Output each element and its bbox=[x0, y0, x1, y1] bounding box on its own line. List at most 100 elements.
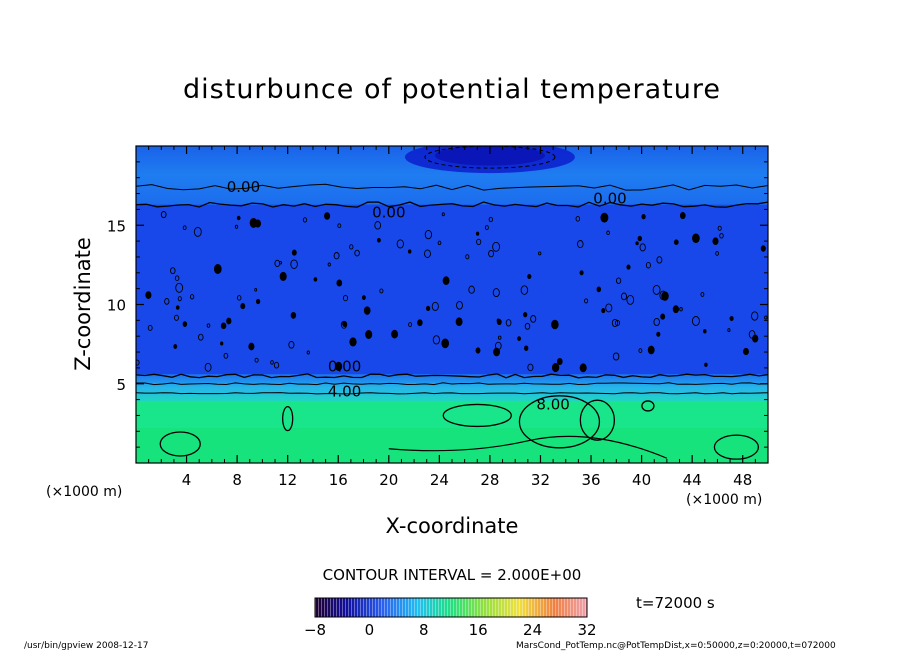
contour-blob bbox=[600, 212, 609, 223]
contour-blob bbox=[653, 317, 660, 327]
contour-line-lower-2 bbox=[136, 382, 768, 386]
contour-blob bbox=[523, 312, 528, 318]
contour-blob bbox=[248, 342, 255, 351]
x-tick-label-16: 16 bbox=[329, 471, 348, 489]
contour-blob bbox=[349, 337, 357, 347]
contour-line-top bbox=[136, 183, 768, 191]
contour-blob bbox=[606, 230, 610, 236]
contour-blob bbox=[198, 333, 204, 341]
contour-blob bbox=[240, 303, 246, 310]
contour-blob bbox=[691, 316, 700, 326]
contour-blob bbox=[147, 324, 153, 331]
contour-blob bbox=[488, 249, 495, 258]
y-tick-label-15: 15 bbox=[107, 217, 126, 235]
x-tick-label-48: 48 bbox=[733, 471, 752, 489]
x-unit-label-right: (×1000 m) bbox=[686, 492, 763, 508]
contour-blob bbox=[174, 275, 180, 282]
contour-blob bbox=[656, 331, 661, 337]
colorbar-tick-label-32: 32 bbox=[577, 621, 596, 639]
contour-blob bbox=[223, 352, 229, 359]
field-area bbox=[136, 146, 768, 463]
contour-blob bbox=[407, 249, 412, 254]
contour-blob bbox=[579, 270, 584, 276]
contour-blob bbox=[527, 363, 534, 372]
contour-blob bbox=[236, 295, 242, 301]
contour-blob bbox=[279, 271, 287, 281]
x-axis: 4 8 12 16 20 24 28 32 36 40 44 48 bbox=[148, 146, 756, 489]
contour-blob bbox=[748, 330, 756, 339]
contour-blob bbox=[170, 267, 176, 275]
contour-label-4: 4.00 bbox=[328, 383, 361, 401]
contour-blob bbox=[349, 244, 354, 250]
contour-blob bbox=[324, 212, 331, 220]
contour-blob bbox=[425, 305, 431, 312]
contour-blob bbox=[220, 341, 224, 346]
contour-blob bbox=[177, 296, 182, 302]
contour-blob bbox=[645, 261, 651, 269]
contour-line-lower-4 bbox=[136, 392, 768, 395]
contour-blob bbox=[291, 249, 297, 256]
contour-blob bbox=[160, 211, 167, 219]
contour-warm-loop-3 bbox=[282, 405, 294, 432]
contour-blob bbox=[637, 235, 643, 242]
contour-blob bbox=[729, 315, 734, 322]
contour-blob bbox=[274, 259, 281, 268]
contour-blob bbox=[700, 291, 705, 297]
colorbar-tick-label-24: 24 bbox=[523, 621, 542, 639]
x-tick-label-8: 8 bbox=[232, 471, 242, 489]
contour-blob bbox=[679, 212, 686, 220]
y-axis: 5 10 15 bbox=[107, 161, 768, 448]
colorbar-stripes bbox=[315, 598, 587, 617]
contour-blob bbox=[615, 277, 622, 284]
contour-blob bbox=[455, 317, 463, 327]
contour-blob bbox=[424, 249, 431, 258]
contour-blob bbox=[182, 225, 187, 231]
contour-warm-loop-5 bbox=[713, 434, 760, 460]
contour-blob bbox=[342, 321, 348, 328]
contour-blob bbox=[652, 284, 661, 295]
x-tick-label-40: 40 bbox=[632, 471, 651, 489]
y-tick-label-10: 10 bbox=[107, 297, 126, 315]
contour-blob bbox=[175, 282, 184, 293]
contour-blob bbox=[379, 288, 384, 294]
contour-blob bbox=[175, 305, 180, 310]
y-axis-label: Z-coordinate bbox=[71, 237, 95, 371]
contour-label-2: 0.00 bbox=[593, 189, 626, 207]
contour-blob bbox=[492, 241, 501, 252]
contour-blob bbox=[465, 254, 470, 260]
contour-blob bbox=[520, 285, 529, 295]
colorbar: −8 0 8 16 24 32 bbox=[304, 597, 597, 639]
contour-blob bbox=[660, 313, 666, 320]
contour-blob bbox=[475, 231, 480, 236]
contour-blob bbox=[417, 319, 423, 327]
contour-blob bbox=[145, 291, 152, 299]
x-tick-label-4: 4 bbox=[182, 471, 192, 489]
contour-blob bbox=[760, 245, 766, 252]
contour-blob bbox=[727, 328, 731, 333]
contour-blob bbox=[327, 262, 331, 267]
contour-lines bbox=[136, 146, 768, 460]
contour-blob bbox=[524, 345, 529, 351]
contour-blob bbox=[437, 240, 442, 246]
contour-blob bbox=[442, 276, 450, 285]
contour-line-upper bbox=[136, 201, 768, 208]
contour-blob bbox=[306, 350, 310, 355]
contour-blob bbox=[164, 298, 170, 305]
x-tick-label-12: 12 bbox=[278, 471, 297, 489]
contour-blob bbox=[612, 352, 620, 361]
contour-blob bbox=[484, 225, 489, 231]
contour-warm-loop-0 bbox=[442, 403, 512, 428]
contour-blob bbox=[575, 215, 581, 222]
contour-blob bbox=[692, 233, 700, 244]
contour-blob bbox=[551, 319, 559, 330]
field-cold-core-inner bbox=[434, 146, 545, 166]
contour-blob bbox=[635, 241, 639, 246]
contour-blob bbox=[638, 348, 643, 353]
field-region-2 bbox=[136, 201, 768, 384]
contour-blob bbox=[764, 315, 768, 320]
contour-blob bbox=[524, 322, 531, 330]
contour-blob bbox=[226, 317, 232, 325]
contour-blob bbox=[236, 215, 241, 221]
contour-blob bbox=[672, 305, 680, 314]
contour-blob bbox=[579, 363, 587, 373]
